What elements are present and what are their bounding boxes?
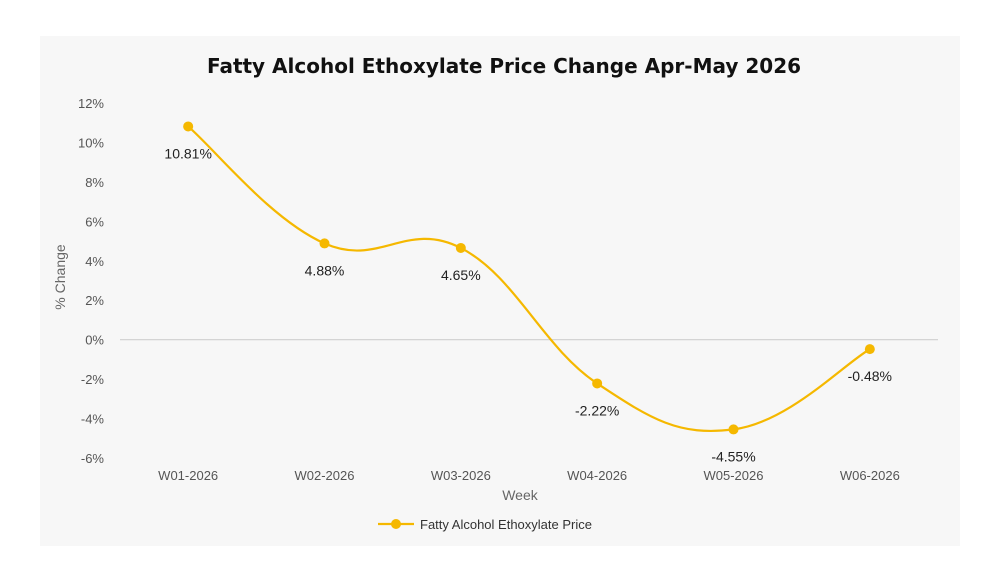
- x-axis-ticks: W01-2026 W02-2026 W03-2026 W04-2026 W05-2026…: [158, 468, 900, 483]
- data-label: -4.55%: [711, 448, 755, 464]
- y-tick-label: -4%: [81, 412, 105, 427]
- data-label: 10.81%: [164, 145, 211, 161]
- y-tick-label: -2%: [81, 372, 105, 387]
- legend-label: Fatty Alcohol Ethoxylate Price: [420, 517, 592, 532]
- y-tick-label: 12%: [78, 96, 104, 111]
- data-point[interactable]: [592, 378, 603, 389]
- data-point[interactable]: [183, 121, 194, 132]
- data-point[interactable]: [455, 242, 466, 253]
- data-label: 4.88%: [305, 262, 345, 278]
- y-tick-label: 8%: [85, 175, 104, 190]
- data-label: 4.65%: [441, 267, 481, 283]
- x-axis-label: Week: [502, 487, 539, 503]
- data-label: -0.48%: [848, 368, 892, 384]
- x-tick-label: W02-2026: [295, 468, 355, 483]
- legend[interactable]: Fatty Alcohol Ethoxylate Price: [378, 517, 592, 532]
- y-axis-ticks: 12% 10% 8% 6% 4% 2% 0% -2% -4% -6%: [78, 96, 104, 466]
- data-point[interactable]: [864, 344, 875, 355]
- y-tick-label: -6%: [81, 451, 105, 466]
- y-axis-label: % Change: [52, 244, 68, 310]
- y-tick-label: 0%: [85, 333, 104, 348]
- series-line: [187, 125, 871, 433]
- x-tick-label: W04-2026: [567, 468, 627, 483]
- chart-title: Fatty Alcohol Ethoxylate Price Change Ap…: [207, 54, 801, 78]
- x-tick-label: W06-2026: [840, 468, 900, 483]
- data-point[interactable]: [728, 424, 739, 435]
- y-tick-label: 6%: [85, 214, 104, 229]
- y-tick-label: 2%: [85, 293, 104, 308]
- x-tick-label: W03-2026: [431, 468, 491, 483]
- data-label: -2.22%: [575, 402, 619, 418]
- legend-marker: [391, 519, 401, 529]
- x-tick-label: W05-2026: [704, 468, 764, 483]
- y-tick-label: 4%: [85, 254, 104, 269]
- chart-background: [40, 36, 960, 546]
- x-tick-label: W01-2026: [158, 468, 218, 483]
- y-tick-label: 10%: [78, 135, 104, 150]
- data-point[interactable]: [319, 238, 330, 249]
- plot-area: 10.81% 4.88% 4.65% -2.22% -4.55% -0.48%: [120, 121, 938, 464]
